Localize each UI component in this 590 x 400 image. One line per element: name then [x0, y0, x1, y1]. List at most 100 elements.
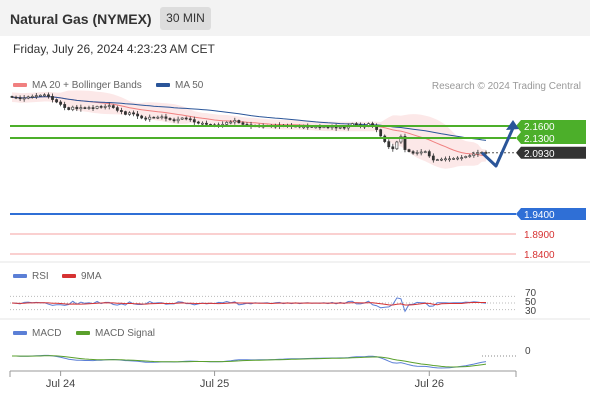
rsi-scale-30: 30 — [525, 306, 537, 317]
legend-macd-signal-label: MACD Signal — [95, 328, 156, 339]
candle — [419, 151, 423, 154]
macd-panel — [12, 354, 516, 369]
candle — [440, 158, 443, 161]
legend-ma50-label: MA 50 — [175, 80, 204, 91]
candle — [91, 107, 95, 109]
candle — [205, 122, 208, 125]
macd-line — [12, 354, 487, 369]
rsi-ma-swatch — [62, 274, 76, 279]
candle — [119, 110, 123, 112]
ma20-swatch — [13, 83, 27, 88]
candle — [71, 106, 75, 110]
candle — [18, 97, 22, 100]
ma50-line — [11, 96, 487, 141]
candle — [144, 117, 148, 120]
candle — [427, 151, 431, 157]
candle — [75, 106, 79, 110]
candle — [30, 96, 34, 98]
level-tag — [516, 132, 586, 144]
candle — [152, 116, 156, 119]
candle — [411, 151, 415, 154]
candle — [407, 149, 411, 152]
candle — [79, 107, 83, 110]
candle — [472, 153, 476, 156]
macd-signal-line — [12, 355, 487, 368]
legend-rsi-label: RSI — [32, 271, 49, 282]
candle — [180, 117, 184, 120]
candle — [342, 126, 346, 129]
candle — [354, 123, 358, 126]
timestamp: Friday, July 26, 2024 4:23:23 AM CET — [13, 42, 215, 56]
legend-rsi: RSI — [13, 271, 49, 282]
time-axis-label: Jul 26 — [415, 378, 444, 390]
candle — [140, 115, 144, 119]
candle — [83, 107, 87, 109]
candle — [201, 122, 204, 125]
candle — [160, 116, 164, 119]
candle — [387, 141, 391, 148]
rsi-panel — [10, 295, 516, 313]
moving-averages — [11, 96, 487, 157]
rsi-ma-line — [11, 302, 486, 306]
candle — [237, 120, 241, 124]
macd-swatch — [13, 331, 27, 336]
time-axis-label: Jul 24 — [46, 378, 75, 390]
candle — [67, 107, 71, 110]
candle — [148, 116, 152, 120]
candle — [26, 96, 30, 99]
candle — [34, 95, 38, 97]
candle — [14, 96, 18, 99]
level-label: 1.8900 — [524, 230, 555, 241]
bollinger-bands — [12, 90, 486, 169]
candle — [156, 116, 160, 119]
candle — [43, 94, 46, 97]
candle — [395, 141, 399, 150]
candle — [164, 116, 168, 119]
candle — [87, 107, 91, 109]
timeframe-badge[interactable]: 30 MIN — [160, 7, 211, 30]
level-label: 2.0930 — [524, 149, 555, 160]
candle — [423, 151, 427, 153]
candle — [431, 155, 435, 161]
legend-rsi-ma-label: 9MA — [81, 271, 102, 282]
level-label: 1.8400 — [524, 250, 555, 261]
candle — [460, 157, 464, 159]
candle — [415, 152, 419, 154]
candle — [38, 94, 42, 97]
legend-macd-signal: MACD Signal — [76, 328, 155, 339]
legend-ma50: MA 50 — [156, 80, 203, 91]
forecast-arrow-line — [480, 127, 515, 168]
legend-macd-label: MACD — [32, 328, 62, 339]
candle — [95, 106, 99, 109]
candle — [136, 113, 139, 117]
candle — [107, 105, 111, 107]
page-title: Natural Gas (NYMEX) — [10, 11, 152, 27]
level-tag — [516, 146, 586, 159]
candle — [172, 119, 176, 122]
candle — [192, 119, 196, 123]
candle — [233, 120, 237, 123]
rsi-scale-50: 50 — [525, 297, 537, 308]
candle — [391, 146, 395, 150]
macd-zero-label: 0 — [525, 346, 531, 357]
legend-ma20-label: MA 20 + Bollinger Bands — [32, 80, 142, 91]
candle — [399, 136, 403, 143]
legend-macd: MACD — [13, 328, 61, 339]
candle — [444, 158, 447, 161]
candle — [184, 117, 188, 120]
ma50-swatch — [156, 83, 170, 88]
candle — [103, 106, 107, 108]
forecast-arrow — [480, 120, 519, 168]
candle — [452, 158, 455, 160]
candle — [196, 121, 200, 124]
candle — [379, 129, 383, 137]
candle — [168, 118, 172, 120]
candle — [464, 156, 468, 158]
legend-rsi-ma: 9MA — [62, 271, 102, 282]
candle — [403, 136, 407, 150]
bollinger-band-area — [12, 90, 486, 169]
candle — [63, 104, 67, 108]
level-label: 2.1600 — [524, 122, 555, 133]
candle — [241, 122, 245, 125]
